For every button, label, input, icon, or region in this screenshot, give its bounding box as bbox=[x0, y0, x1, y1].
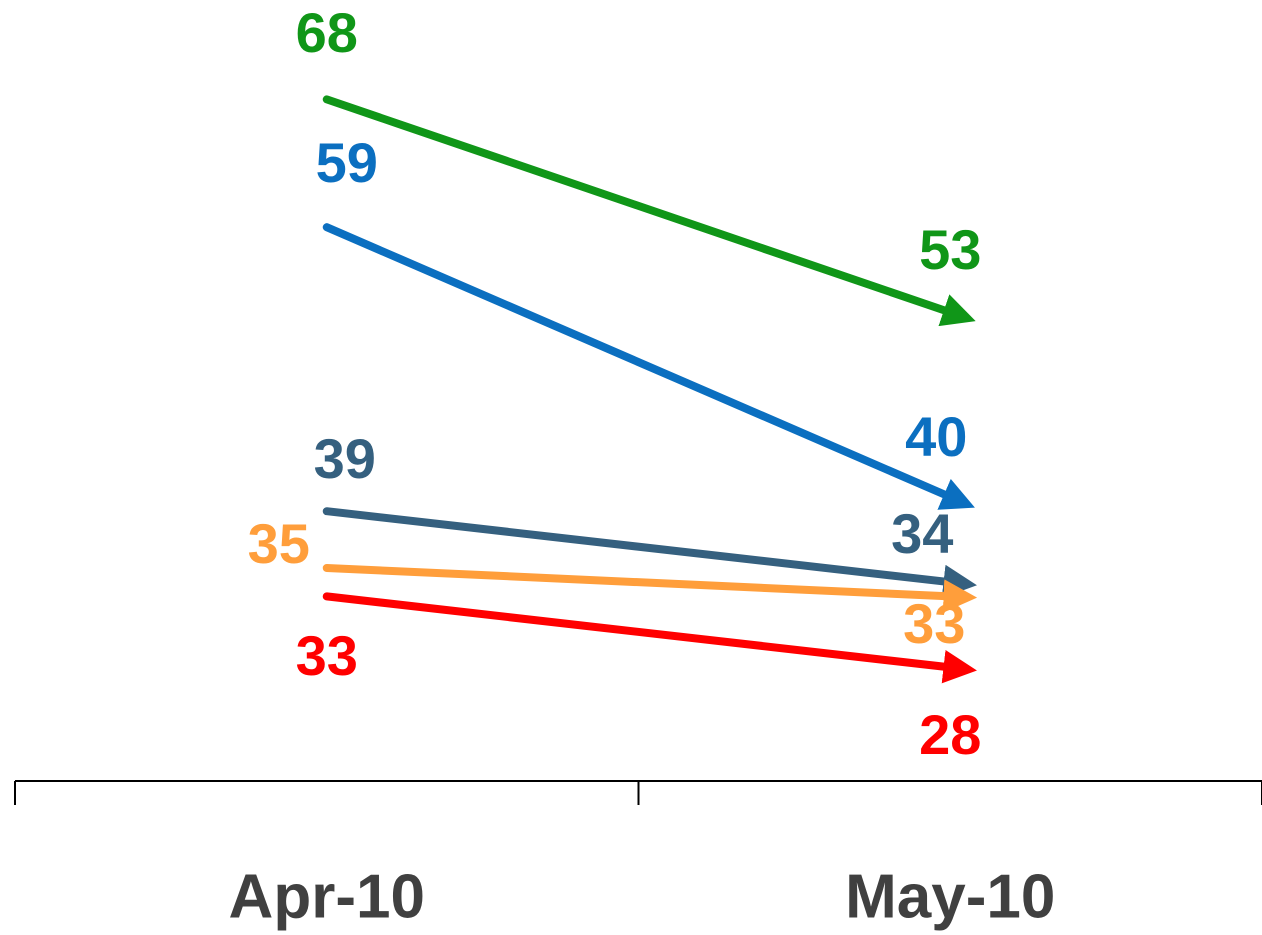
series-line bbox=[322, 564, 978, 613]
series-line bbox=[322, 592, 977, 684]
data-label: 33 bbox=[296, 624, 358, 687]
data-label: 28 bbox=[919, 703, 981, 766]
data-label: 53 bbox=[919, 218, 981, 281]
data-label: 39 bbox=[314, 427, 376, 490]
data-label: 59 bbox=[316, 131, 378, 194]
x-tick-label: Apr-10 bbox=[229, 862, 425, 931]
series-line bbox=[322, 507, 977, 599]
x-tick-label: May-10 bbox=[845, 862, 1055, 931]
data-label: 33 bbox=[903, 592, 965, 655]
data-label: 68 bbox=[296, 1, 358, 64]
data-label: 40 bbox=[905, 405, 967, 468]
data-label: 34 bbox=[891, 502, 953, 565]
series-line bbox=[322, 95, 976, 327]
series-line bbox=[322, 223, 975, 510]
data-label: 35 bbox=[248, 512, 310, 575]
